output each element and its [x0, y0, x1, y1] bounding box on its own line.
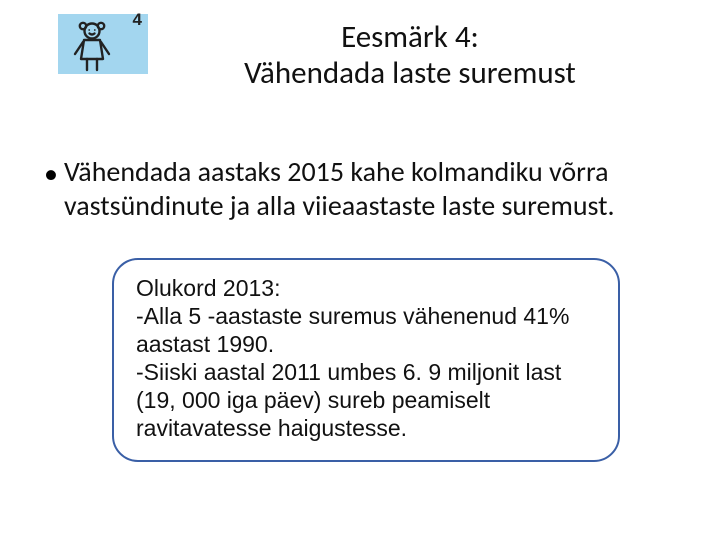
goal-number: 4 [133, 10, 142, 30]
child-figure-icon [64, 18, 120, 74]
status-line-1: Olukord 2013: [136, 274, 596, 302]
bullet-text: Vähendada aastaks 2015 kahe kolmandiku v… [64, 155, 660, 223]
bullet-marker: • [44, 157, 58, 191]
goal-icon-box: 4 [58, 14, 148, 74]
slide-title: Eesmärk 4: Vähendada laste suremust [180, 14, 640, 91]
status-box: Olukord 2013: -Alla 5 -aastaste suremus … [112, 258, 620, 462]
title-line-2: Vähendada laste suremust [180, 56, 640, 92]
title-line-1: Eesmärk 4: [180, 20, 640, 56]
bullet-item: • Vähendada aastaks 2015 kahe kolmandiku… [44, 155, 660, 223]
status-line-2: -Alla 5 -aastaste suremus vähenenud 41% … [136, 302, 596, 358]
status-line-3: -Siiski aastal 2011 umbes 6. 9 miljonit … [136, 358, 596, 442]
bullet-block: • Vähendada aastaks 2015 kahe kolmandiku… [40, 155, 680, 223]
slide: 4 Eesmärk 4: Vähendada laste suremust • … [0, 0, 720, 540]
